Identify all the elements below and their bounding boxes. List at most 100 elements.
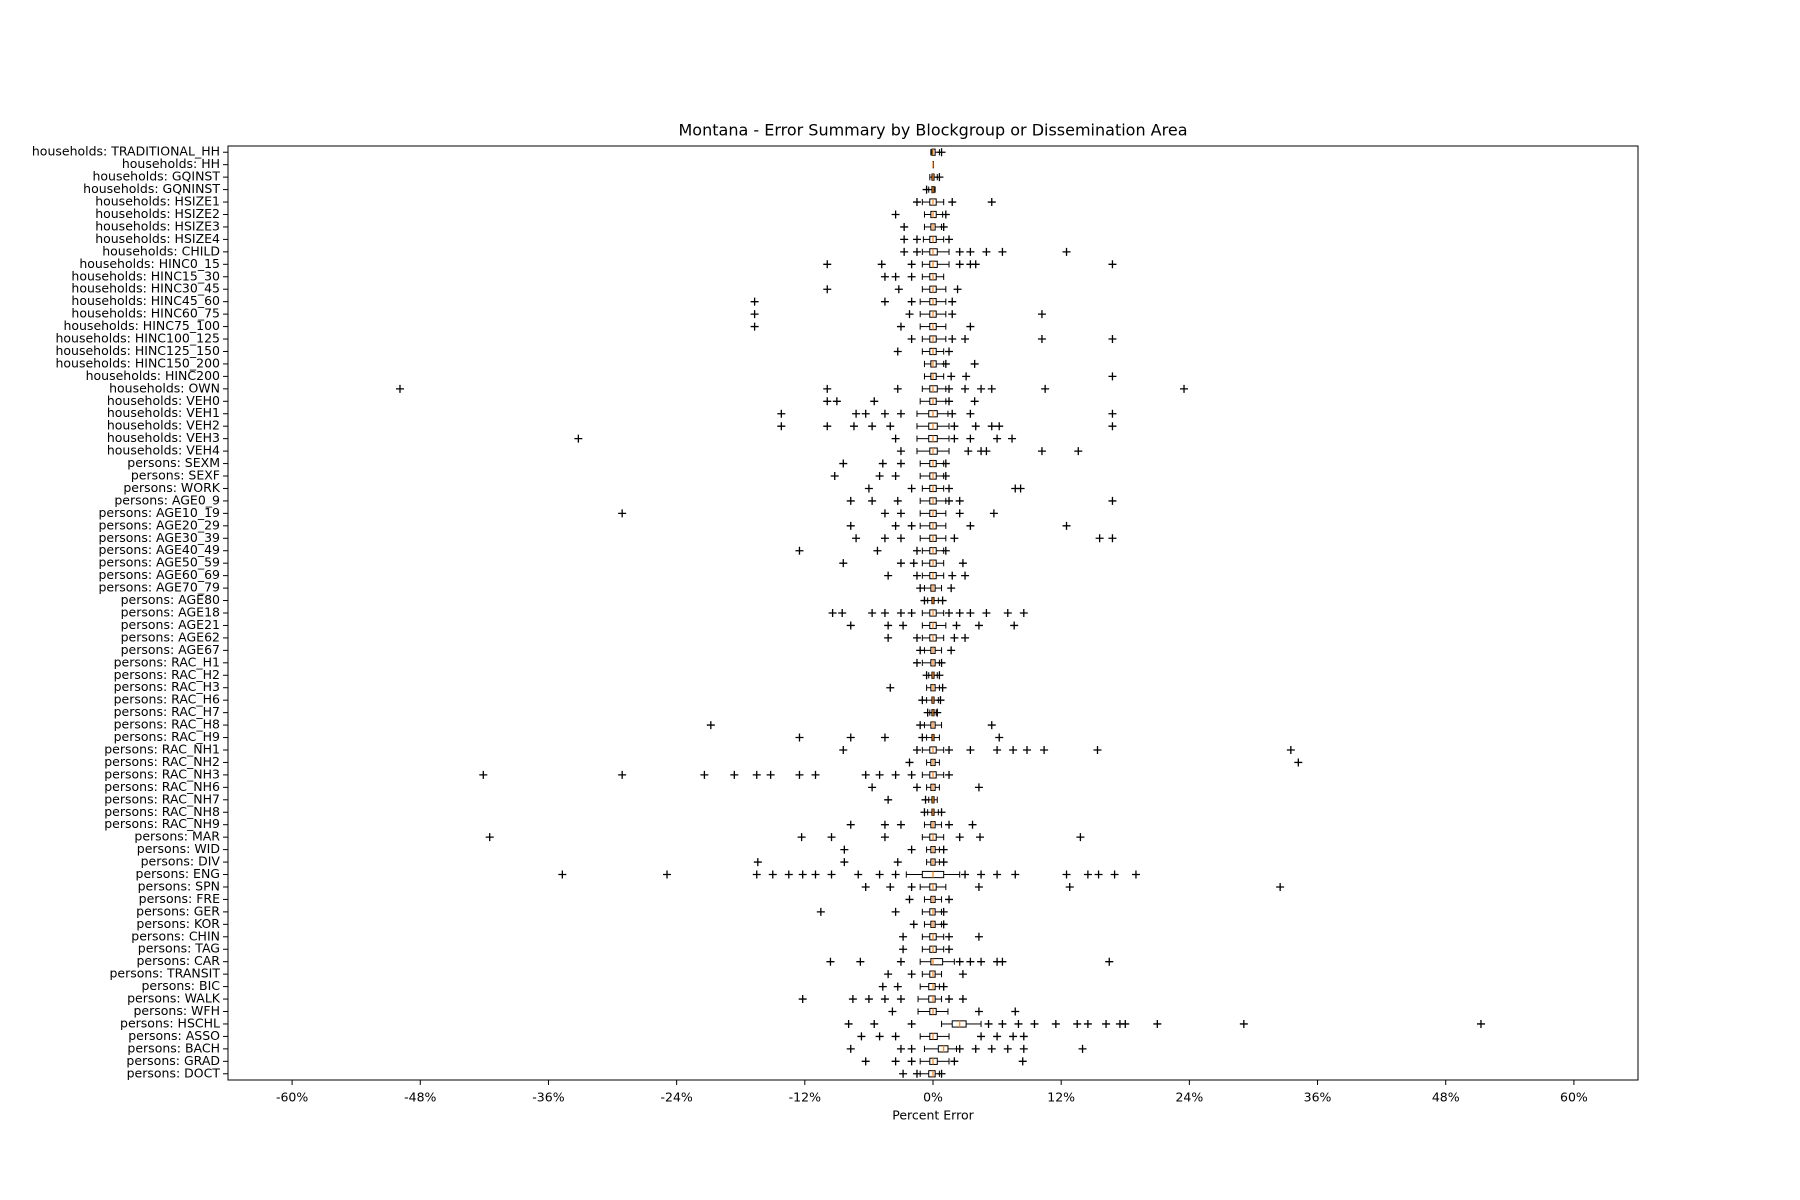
flier (1102, 1019, 1111, 1028)
flier (886, 422, 895, 431)
y-tick-label: persons: HSCHL (120, 1015, 220, 1030)
flier (977, 870, 986, 879)
flier (896, 534, 905, 543)
flier (945, 745, 954, 754)
flier (1095, 534, 1104, 543)
flier (730, 770, 739, 779)
flier (839, 459, 848, 468)
y-tick-label: households: VEH1 (107, 405, 220, 420)
flier (1014, 1019, 1023, 1028)
flier (945, 770, 954, 779)
y-tick-label: persons: RAC_H9 (114, 729, 220, 744)
x-tick-label: -24% (660, 1090, 692, 1105)
flier (896, 509, 905, 518)
flier (945, 995, 954, 1004)
flier (941, 210, 950, 219)
flier (1037, 310, 1046, 319)
flier (1065, 882, 1074, 891)
flier (886, 882, 895, 891)
flier (1110, 870, 1119, 879)
flier (952, 621, 961, 630)
flier (974, 882, 983, 891)
flier (998, 1019, 1007, 1028)
flier (896, 409, 905, 418)
flier (1476, 1019, 1485, 1028)
flier (976, 833, 984, 842)
flier (966, 247, 975, 256)
flier (1131, 870, 1140, 879)
box (928, 982, 936, 991)
flier (907, 484, 916, 493)
y-tick-label: persons: ENG (136, 866, 220, 881)
flier (950, 1057, 959, 1066)
y-tick-label: persons: RAC_H6 (114, 692, 220, 707)
flier (937, 1069, 946, 1078)
flier (993, 870, 1002, 879)
flier (984, 1019, 993, 1028)
y-tick-label: households: VEH2 (107, 418, 220, 433)
y-tick-label: households: HSIZE4 (95, 231, 220, 246)
flier (811, 770, 820, 779)
flier (797, 833, 806, 842)
box (928, 1070, 936, 1078)
flier (912, 745, 921, 754)
x-axis-label: Percent Error (892, 1108, 974, 1123)
flier (955, 609, 964, 617)
flier (766, 770, 775, 779)
flier (941, 546, 950, 555)
y-tick-label: persons: DOCT (127, 1065, 221, 1080)
flier (827, 870, 836, 879)
flier (900, 235, 909, 244)
flier (998, 957, 1007, 966)
flier (993, 434, 1002, 443)
flier (938, 596, 947, 605)
flier (1078, 1044, 1087, 1053)
flier (1073, 1019, 1082, 1028)
flier (1019, 1032, 1028, 1041)
flier (880, 409, 889, 418)
flier (920, 808, 929, 817)
flier (995, 733, 1004, 742)
flier (935, 173, 944, 182)
x-tick-label: -12% (789, 1090, 821, 1105)
flier (574, 434, 583, 443)
y-tick-label: persons: RAC_H3 (114, 679, 220, 694)
flier (998, 247, 1007, 256)
flier (868, 783, 877, 792)
flier (987, 198, 996, 207)
flier (941, 472, 950, 481)
y-tick-label: persons: SEXF (131, 468, 220, 483)
flier (947, 584, 956, 593)
flier (974, 783, 983, 792)
x-tick-label: 12% (1047, 1090, 1075, 1105)
y-tick-label: households: HINC125_150 (55, 343, 220, 358)
flier (854, 870, 863, 879)
y-tick-label: persons: SPN (138, 878, 220, 893)
y-tick-label: persons: GER (136, 903, 220, 918)
flier (912, 235, 921, 244)
flier (856, 957, 865, 966)
flier (945, 609, 954, 617)
y-tick-label: persons: RAC_NH1 (104, 741, 220, 756)
box (930, 958, 944, 966)
flier (750, 310, 759, 319)
flier (830, 472, 839, 481)
y-tick-label: persons: CAR (136, 953, 220, 968)
y-tick-label: persons: BIC (141, 978, 220, 993)
flier (823, 397, 832, 406)
y-tick-label: households: HH (122, 156, 220, 171)
flier (891, 521, 900, 530)
flier (939, 845, 948, 854)
flier (846, 733, 855, 742)
flier (1010, 621, 1019, 630)
flier (971, 260, 980, 269)
flier (912, 247, 921, 256)
x-tick-label: -60% (276, 1090, 308, 1105)
flier (971, 1044, 980, 1053)
flier (1062, 521, 1071, 530)
flier (870, 1019, 879, 1028)
flier (900, 222, 909, 231)
flier (1003, 1044, 1012, 1053)
y-tick-label: households: GQNINST (83, 181, 220, 196)
flier (955, 247, 964, 256)
